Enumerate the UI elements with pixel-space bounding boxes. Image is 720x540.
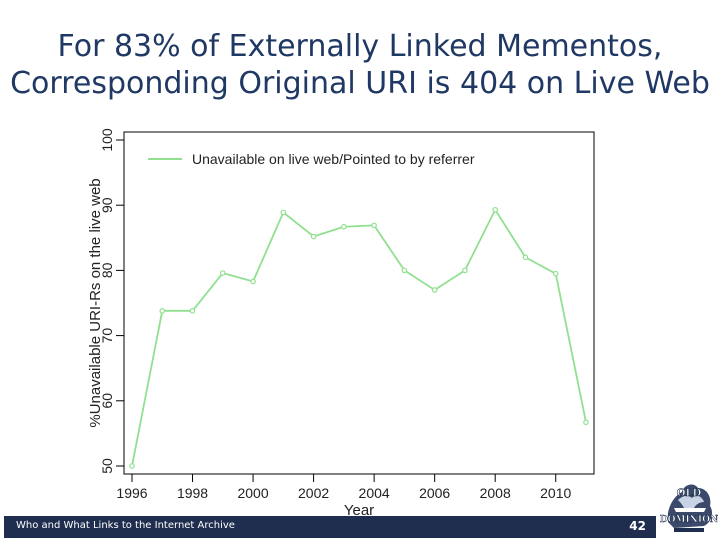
x-tick-label: 1998 (177, 485, 208, 501)
data-point (159, 308, 166, 314)
logo-text-top: OLD (677, 488, 702, 499)
x-tick-label: 2002 (298, 485, 329, 501)
data-point (220, 270, 226, 276)
data-point (431, 287, 438, 293)
y-axis-label: %Unavailable URI-Rs on the live web (87, 178, 104, 427)
y-tick-label: 50 (99, 458, 115, 474)
series-line (131, 207, 587, 467)
x-tick-label: 2008 (480, 485, 511, 501)
logo-text-bottom: DOMINION (660, 515, 718, 525)
data-point (583, 419, 589, 426)
y-tick-label: 100 (99, 128, 115, 152)
data-point (310, 233, 317, 240)
y-tick-label: 70 (99, 328, 115, 344)
x-tick-label: 2004 (359, 485, 390, 501)
x-tick-label: 2010 (540, 485, 571, 501)
data-point (280, 209, 287, 216)
slide-title: For 83% of Externally Linked Mementos, C… (0, 28, 720, 102)
slide-title-line-1: For 83% of Externally Linked Mementos, (57, 29, 663, 64)
y-tick-label: 80 (99, 262, 115, 278)
x-tick-label: 2000 (237, 485, 268, 501)
page-number: 42 (629, 519, 646, 533)
data-point (462, 267, 468, 274)
data-point (250, 278, 256, 285)
data-point (371, 222, 377, 229)
university-logo: OLD DOMINION (660, 484, 718, 532)
footer-text: Who and What Links to the Internet Archi… (16, 520, 235, 531)
plot-frame (123, 131, 595, 475)
data-point (129, 463, 135, 469)
data-point (401, 267, 408, 274)
data-point (492, 206, 499, 213)
slide-title-line-2: Corresponding Original URI is 404 on Liv… (10, 66, 710, 101)
y-tick-label: 60 (99, 393, 115, 409)
data-point (341, 223, 347, 230)
footer-bar: Who and What Links to the Internet Archi… (4, 516, 656, 538)
x-tick-label: 2006 (419, 485, 450, 501)
y-tick-label: 90 (99, 197, 115, 213)
data-point (189, 308, 196, 314)
legend-label: Unavailable on live web/Pointed to by re… (192, 151, 475, 167)
x-axis-label: Year (344, 502, 374, 519)
data-point (522, 254, 529, 261)
data-point (552, 270, 559, 277)
x-tick-label: 1996 (116, 485, 147, 501)
